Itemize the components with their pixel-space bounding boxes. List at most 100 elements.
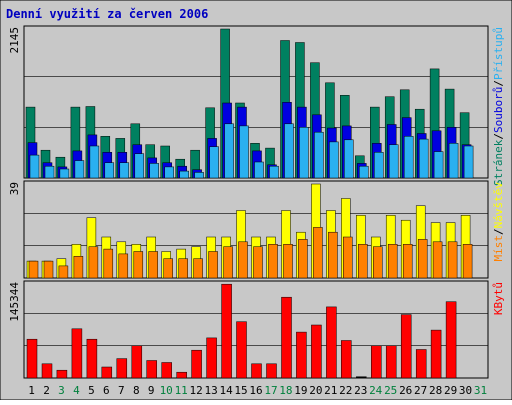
x-tick-label-day-11: 11 <box>175 384 188 397</box>
bar-míst-day-20 <box>313 227 323 279</box>
bar-přístupů-day-22 <box>344 139 354 179</box>
legend-entry: / <box>492 228 505 235</box>
bar-míst-day-7 <box>118 253 129 279</box>
bar-přístupů-day-1 <box>29 154 40 179</box>
bar-míst-day-19 <box>298 239 308 279</box>
bar-míst-day-5 <box>88 246 99 279</box>
bar-míst-day-12 <box>193 258 203 279</box>
bar-míst-day-4 <box>73 256 84 279</box>
bar-kbytes-day-5 <box>86 338 98 379</box>
x-tick-label-day-16: 16 <box>249 384 262 397</box>
bar-kbytes-day-29 <box>445 301 457 379</box>
x-tick-label-day-28: 28 <box>429 384 442 397</box>
bar-přístupů-day-25 <box>388 144 399 179</box>
x-tick-label-day-13: 13 <box>204 384 217 397</box>
bar-míst-day-16 <box>253 246 263 279</box>
x-tick-label-day-21: 21 <box>324 384 337 397</box>
x-tick-label-day-23: 23 <box>354 384 367 397</box>
bar-míst-day-23 <box>358 244 368 279</box>
x-tick-label-day-12: 12 <box>189 384 202 397</box>
bar-přístupů-day-7 <box>119 162 130 179</box>
panel-kbytes: 145344 KBytů <box>8 280 505 379</box>
bar-míst-day-8 <box>133 251 144 279</box>
bar-přístupů-day-16 <box>254 161 264 179</box>
bar-kbytes-day-23 <box>356 376 367 379</box>
x-tick-label-day-1: 1 <box>28 384 35 397</box>
bar-přístupů-day-20 <box>314 131 324 179</box>
bar-přístupů-day-14 <box>224 123 234 179</box>
bar-přístupů-day-24 <box>374 152 384 179</box>
legend-entry: Návštěv <box>492 182 505 229</box>
x-tick-label-day-24: 24 <box>369 384 383 397</box>
bar-kbytes-day-12 <box>191 349 202 379</box>
legend-entry: Míst <box>492 235 505 262</box>
legend-entry: Souborů <box>492 87 505 133</box>
bar-přístupů-day-8 <box>134 153 145 179</box>
y-max-label: 145344 <box>8 282 21 322</box>
bar-kbytes-day-18 <box>281 296 292 379</box>
bar-míst-day-14 <box>223 246 233 279</box>
bar-kbytes-day-13 <box>206 337 217 379</box>
bar-míst-day-22 <box>343 236 353 279</box>
bar-míst-day-28 <box>432 241 443 279</box>
bar-přístupů-day-12 <box>194 172 204 179</box>
bar-míst-day-6 <box>103 248 114 279</box>
bar-kbytes-day-14 <box>221 283 232 379</box>
y-max-label: 39 <box>8 182 21 195</box>
x-tick-label-day-9: 9 <box>148 384 155 397</box>
x-tick-label-day-26: 26 <box>399 384 412 397</box>
x-tick-label-day-27: 27 <box>414 384 427 397</box>
chart-panels: 2145Stránek/Souborů/Přístupů39Míst/Návšt… <box>8 25 505 379</box>
bar-přístupů-day-21 <box>329 141 339 179</box>
bar-kbytes-day-3 <box>56 369 68 379</box>
bar-přístupů-day-30 <box>463 145 474 179</box>
bar-kbytes-day-8 <box>131 345 143 379</box>
bar-míst-day-26 <box>402 244 413 279</box>
x-tick-label-day-25: 25 <box>384 384 397 397</box>
legend-entry: Stránek <box>492 139 505 186</box>
bar-míst-day-24 <box>373 246 383 279</box>
bar-přístupů-day-17 <box>269 165 279 179</box>
bar-přístupů-day-19 <box>299 127 309 179</box>
y-max-label: 2145 <box>8 27 21 54</box>
bar-kbytes-day-26 <box>400 314 412 379</box>
bar-kbytes-day-6 <box>101 366 113 379</box>
bar-kbytes-day-21 <box>326 306 337 379</box>
bar-přístupů-day-9 <box>149 163 159 179</box>
x-tick-label-day-3: 3 <box>58 384 65 397</box>
bar-míst-day-3 <box>58 265 69 279</box>
bar-kbytes-day-10 <box>161 362 172 379</box>
bar-kbytes-day-25 <box>385 345 397 379</box>
x-tick-label-day-20: 20 <box>309 384 322 397</box>
bar-přístupů-day-28 <box>433 151 444 179</box>
bar-míst-day-9 <box>148 251 158 279</box>
bar-kbytes-day-22 <box>341 340 352 379</box>
bar-míst-day-10 <box>163 258 173 279</box>
bar-přístupů-day-18 <box>284 123 294 179</box>
bar-míst-day-30 <box>462 244 473 279</box>
bar-kbytes-day-4 <box>71 328 83 379</box>
x-tick-label-day-8: 8 <box>133 384 140 397</box>
bar-míst-day-1 <box>28 260 39 279</box>
bar-míst-day-11 <box>178 258 188 279</box>
x-tick-label-day-17: 17 <box>264 384 277 397</box>
bar-míst-day-15 <box>238 241 248 279</box>
legend-entry: / <box>492 133 505 140</box>
bar-přístupů-day-3 <box>59 168 70 179</box>
bar-míst-day-29 <box>447 241 458 279</box>
bar-míst-day-2 <box>43 260 54 279</box>
x-tick-label-day-22: 22 <box>339 384 352 397</box>
bar-míst-day-17 <box>268 244 278 279</box>
x-axis-day-labels: 1 2 3 4 5 6 7 8 9 10 11 12 13 14 15 16 17 18 19 20 21 22 23 24 2… <box>28 384 487 397</box>
bar-kbytes-day-2 <box>41 363 53 379</box>
bar-přístupů-day-15 <box>239 125 249 179</box>
bar-kbytes-day-9 <box>146 360 157 379</box>
x-tick-label-day-5: 5 <box>88 384 95 397</box>
panel-visits: 39 Míst/Návštěv <box>8 180 505 279</box>
bar-kbytes-day-15 <box>236 321 247 379</box>
bar-kbytes-day-20 <box>311 324 322 379</box>
legend-entry: KBytů <box>492 282 505 315</box>
